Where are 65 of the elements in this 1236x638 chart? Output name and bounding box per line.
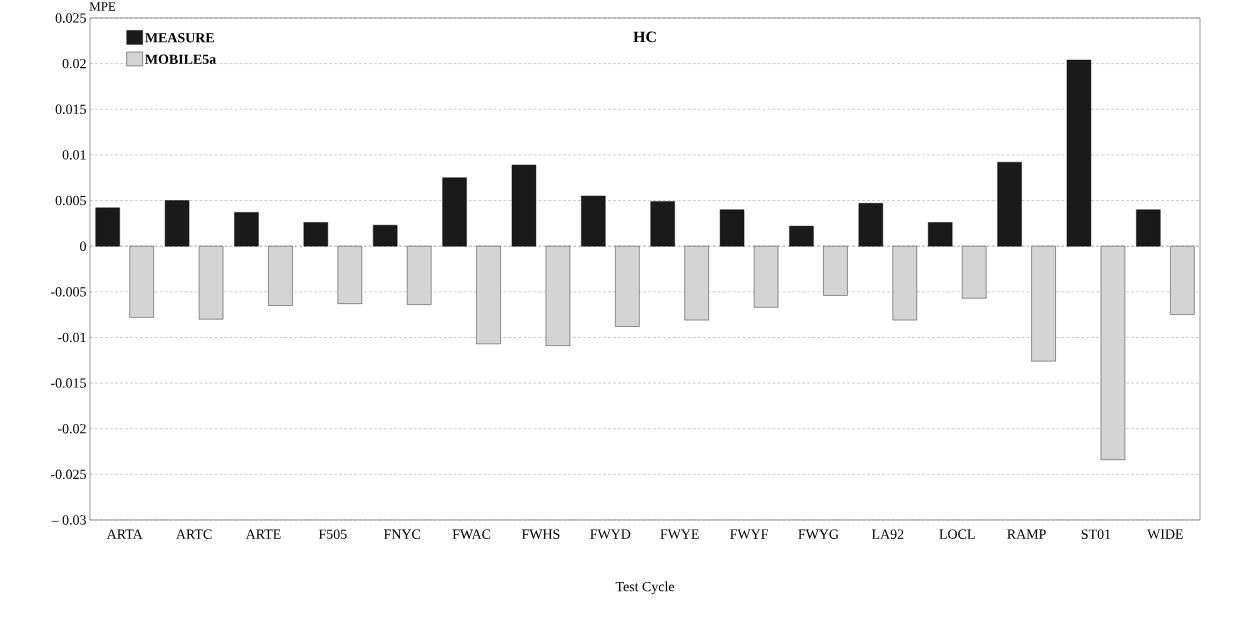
text: HC [633,31,656,43]
bar [615,245,640,327]
bar [442,177,467,247]
bar [407,245,432,305]
bar [545,245,571,346]
y-tick-label: -0.015 [50,378,86,388]
bar [997,162,1022,247]
bar [198,245,224,320]
x-tick-label: FWAC [452,529,491,539]
bar [164,200,190,247]
bar [1100,245,1126,460]
x-tick-label: RAMP [1007,529,1046,539]
bar [719,209,745,247]
bar [650,201,675,247]
y-axis-title: MPE [89,2,116,11]
y-tick-label: 0.025 [55,13,86,23]
bar [789,225,814,247]
x-tick-label: ARTE [245,529,281,539]
bar [337,245,363,304]
bar [303,222,329,247]
x-axis-title: Test Cycle [615,581,675,595]
y-tick-label: 0 [80,241,86,251]
bar [928,222,953,247]
x-tick-label: WIDE [1147,529,1183,539]
legend-label: MEASURE [145,33,214,43]
bar [511,164,537,247]
bar [581,195,606,247]
bar [823,245,848,296]
y-tick-label: 0.015 [55,104,86,114]
x-tick-label: FWYF [730,529,768,539]
y-tick-label: -0.025 [50,469,86,480]
bar [373,224,398,247]
bar [1136,209,1161,247]
x-tick-label: ARTC [176,529,212,539]
bar [234,212,259,247]
x-tick-label: FWYG [798,529,839,539]
bar [858,203,884,247]
x-tick-label: ST01 [1081,529,1111,539]
bar [268,245,293,306]
y-tick-label: -0.01 [57,332,86,343]
y-tick-label: – 0.03 [51,515,86,525]
bar [129,245,154,318]
y-tick-label: 0.005 [55,195,86,206]
bar [476,245,501,345]
bar [1031,245,1056,362]
bar [684,245,709,321]
y-tick-label: 0.02 [62,58,86,69]
x-tick-label: FWYD [590,529,631,539]
x-tick-label: LOCL [939,529,975,539]
legend-label: MOBILE5a [145,54,216,64]
bar [95,207,120,247]
x-tick-label: LA92 [871,529,904,539]
bar [892,245,918,321]
x-tick-label: FWHS [521,529,560,539]
bar [1066,59,1092,247]
x-tick-label: FNYC [384,529,421,539]
y-tick-label: -0.005 [50,287,86,297]
bar [753,245,779,308]
y-tick-label: -0.02 [57,423,86,434]
x-tick-label: F505 [318,529,347,539]
y-tick-label: 0.01 [62,150,86,160]
x-tick-label: ARTA [106,529,143,539]
x-tick-label: FWYE [660,529,699,539]
bar [1170,245,1195,315]
bar [962,245,987,299]
